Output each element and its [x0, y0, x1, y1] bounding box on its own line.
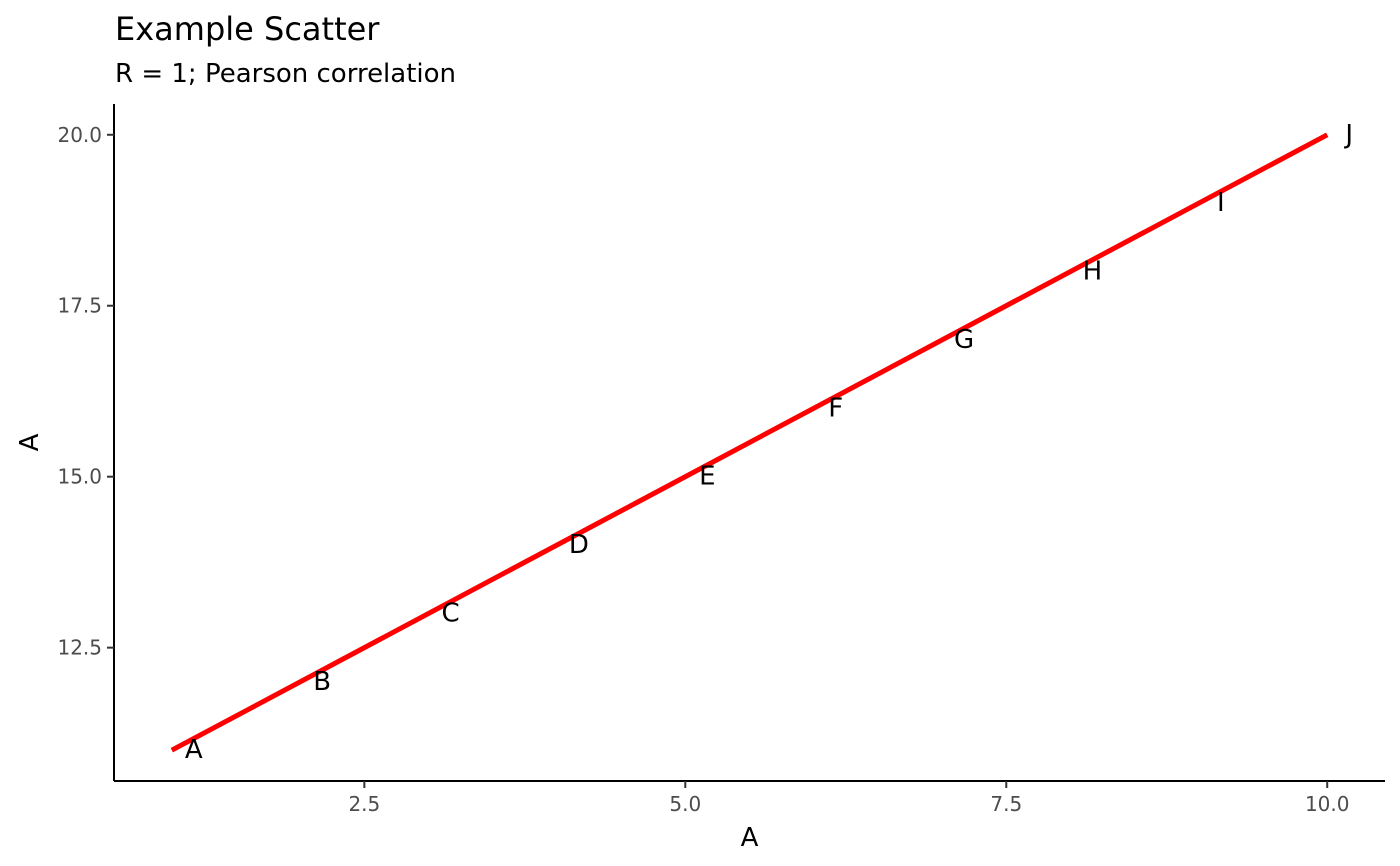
x-tick-label: 7.5 — [990, 792, 1022, 816]
point-label: B — [313, 667, 331, 697]
chart-title: Example Scatter — [115, 10, 380, 48]
point-label: I — [1217, 188, 1225, 218]
y-axis-ticks: 12.5 15.0 17.5 20.0 — [57, 123, 114, 660]
point-label: H — [1083, 257, 1103, 287]
x-tick-label: 2.5 — [348, 792, 380, 816]
y-tick-label: 20.0 — [57, 123, 102, 147]
point-label: F — [828, 393, 843, 423]
x-axis-ticks: 2.5 5.0 7.5 10.0 — [348, 781, 1349, 816]
y-axis-title: A — [15, 433, 45, 451]
point-label: E — [699, 462, 715, 492]
point-labels-layer: A B C D E F G H I J — [185, 120, 1353, 765]
y-tick-label: 17.5 — [57, 294, 102, 318]
chart-subtitle: R = 1; Pearson correlation — [115, 59, 457, 89]
point-label: G — [954, 325, 974, 355]
y-tick-label: 15.0 — [57, 465, 102, 489]
point-label: D — [569, 530, 589, 560]
x-tick-label: 10.0 — [1305, 792, 1350, 816]
y-tick-label: 12.5 — [57, 636, 102, 660]
x-tick-label: 5.0 — [669, 792, 701, 816]
point-label: J — [1343, 120, 1353, 150]
x-axis-title: A — [741, 823, 759, 853]
point-label: C — [441, 598, 459, 628]
fit-line — [170, 132, 1329, 753]
point-label: A — [185, 735, 203, 765]
fit-line-layer — [170, 132, 1329, 753]
